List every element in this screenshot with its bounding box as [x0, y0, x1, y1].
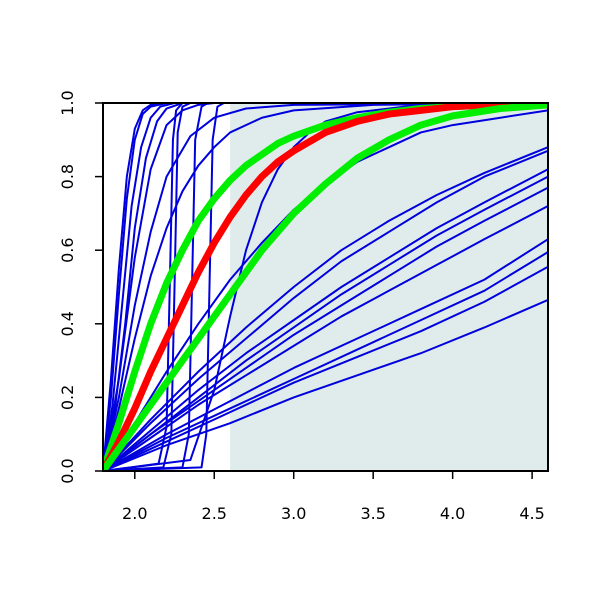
y-tick-label: 0.2	[58, 385, 77, 410]
y-tick-label: 0.4	[58, 311, 77, 336]
x-tick-label: 2.0	[122, 504, 147, 523]
x-tick-label: 4.5	[519, 504, 544, 523]
blue-curve-21	[103, 265, 548, 471]
blue-curve-2	[103, 103, 548, 471]
blue-curve-6	[103, 103, 548, 471]
blue-curve-16	[103, 175, 548, 471]
x-axis: 2.0 2.5 3.0 3.5 4.0 4.5	[122, 470, 545, 523]
shaded-region	[230, 103, 548, 471]
y-axis: 0.0 0.2 0.4 0.6 0.8 1.0	[58, 90, 104, 484]
blue-curve-22	[103, 298, 548, 471]
x-tick-label: 3.0	[281, 504, 306, 523]
plot-frame	[102, 102, 549, 472]
blue-curve-18	[103, 205, 548, 471]
blue-curve-20	[103, 251, 548, 471]
blue-curve-19	[103, 238, 548, 471]
blue-curve-0	[103, 103, 548, 471]
blue-curve-7	[103, 103, 548, 471]
x-tick-label: 3.5	[360, 504, 385, 523]
y-tick-label: 0.6	[58, 237, 77, 262]
blue-curve-1	[103, 103, 548, 471]
x-tick-label: 4.0	[440, 504, 465, 523]
blue-curve-13	[103, 146, 548, 471]
blue-curve-17	[103, 186, 548, 471]
blue-curve-5	[103, 103, 548, 471]
red-curve-24	[103, 103, 548, 471]
x-tick-label: 2.5	[202, 504, 227, 523]
y-tick-label: 0.0	[58, 458, 77, 483]
y-tick-label: 0.8	[58, 164, 77, 189]
blue-curve-15	[103, 168, 548, 471]
blue-curve-14	[103, 149, 548, 471]
green-curve-25	[103, 103, 548, 471]
y-tick-label: 1.0	[58, 90, 77, 115]
